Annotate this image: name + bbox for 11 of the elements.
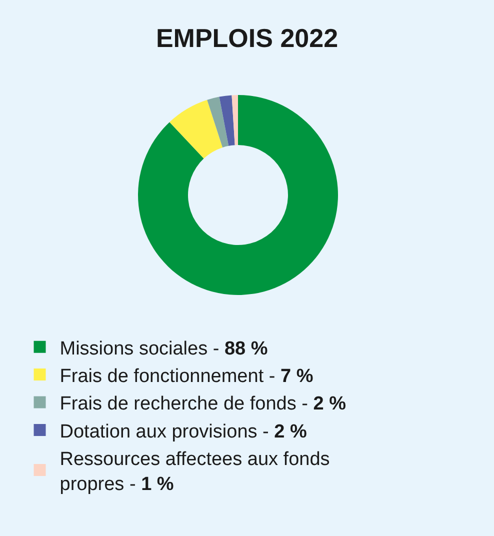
donut-slice [219,95,235,146]
legend-label: Missions sociales - 88 % [60,338,268,360]
donut-slice [207,96,229,148]
legend-label: Frais de recherche de fonds - 2 % [60,394,346,415]
donut-slice [232,95,238,146]
legend-label: Ressources affectees aux fonds propres - 1 % [60,449,330,495]
donut-slice [138,95,338,295]
legend-label: Frais de fonctionnement - 7 % [60,366,314,387]
donut-slice [170,100,223,159]
chart-title: EMPLOIS 2022 [156,23,338,54]
legend-label: Dotation aux provisions - 2 % [60,421,307,442]
